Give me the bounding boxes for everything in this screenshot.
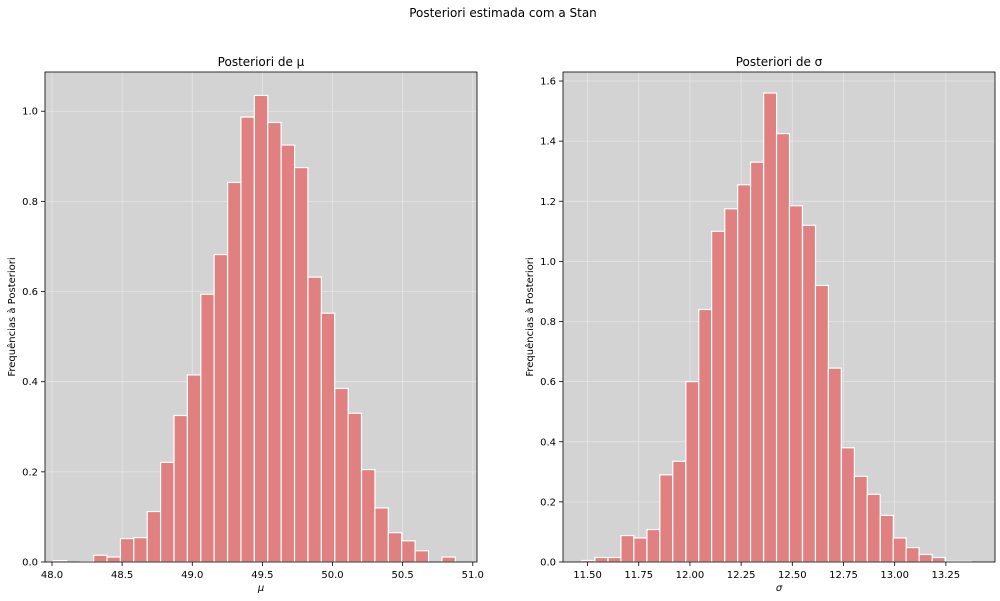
bar-mu-6 bbox=[133, 537, 148, 563]
bar-sigma-10 bbox=[711, 230, 726, 563]
ytick-label-sigma-4: 0.8 bbox=[540, 317, 556, 328]
bar-mu-11 bbox=[200, 293, 215, 563]
bar-sigma-26 bbox=[918, 553, 933, 563]
panel-title-sigma: Posteriori de σ bbox=[736, 55, 823, 69]
panel-title-mu: Posteriori de μ bbox=[218, 55, 305, 69]
bar-mu-12 bbox=[213, 253, 229, 563]
panel-mu: 48.0 48.5 49.0 49.5 50.0 50.5 51.0 0.0 0.2 0.4 0.6… bbox=[6, 55, 484, 594]
ytick-label-sigma-3: 0.6 bbox=[540, 377, 556, 388]
bar-mu-7 bbox=[146, 510, 162, 563]
axes-mu: 48.0 48.5 49.0 49.5 50.0 50.5 51.0 0.0 0.2 0.4 0.6… bbox=[22, 71, 484, 581]
bar-mu-25 bbox=[387, 532, 403, 563]
ytick-label-sigma-5: 1.0 bbox=[540, 257, 556, 268]
xlabel-mu: μ bbox=[257, 583, 264, 594]
bar-sigma-23 bbox=[879, 514, 894, 563]
bar-sigma-18 bbox=[814, 284, 830, 563]
bar-sigma-5 bbox=[646, 528, 661, 563]
bar-mu-3 bbox=[93, 554, 108, 563]
xtick-label-sigma-3: 12.25 bbox=[727, 570, 756, 581]
bar-mu-14 bbox=[240, 116, 255, 563]
xtick-label-mu-5: 50.5 bbox=[392, 570, 414, 581]
bar-mu-5 bbox=[119, 537, 135, 563]
panel-sigma: 11.50 11.75 12.00 12.25 12.50 12.75 13.00 13.25… bbox=[524, 55, 996, 594]
bar-mu-19 bbox=[307, 276, 322, 563]
bar-mu-9 bbox=[173, 414, 189, 563]
ytick-label-mu-3: 0.6 bbox=[22, 287, 38, 298]
ytick-label-sigma-6: 1.2 bbox=[540, 197, 556, 208]
bar-sigma-24 bbox=[892, 537, 907, 563]
bar-mu-24 bbox=[374, 507, 389, 563]
bars-mu bbox=[52, 94, 456, 563]
xtick-label-mu-0: 48.0 bbox=[41, 570, 63, 581]
xtick-label-mu-1: 48.5 bbox=[111, 570, 133, 581]
figure-suptitle: Posteriori estimada com a Stan bbox=[409, 6, 597, 20]
bar-sigma-13 bbox=[749, 161, 765, 563]
bar-mu-18 bbox=[293, 166, 309, 563]
bar-sigma-12 bbox=[737, 184, 752, 563]
bar-sigma-20 bbox=[840, 447, 856, 563]
bar-mu-22 bbox=[347, 412, 363, 563]
bar-sigma-7 bbox=[672, 460, 687, 563]
bar-mu-20 bbox=[320, 312, 336, 563]
xtick-label-sigma-5: 12.75 bbox=[829, 570, 858, 581]
bar-sigma-3 bbox=[620, 534, 635, 563]
bar-sigma-2 bbox=[607, 556, 622, 563]
bar-sigma-19 bbox=[827, 367, 842, 563]
ytick-label-sigma-0: 0.0 bbox=[540, 558, 556, 569]
bar-mu-10 bbox=[186, 374, 202, 563]
xtick-label-sigma-6: 13.00 bbox=[880, 570, 909, 581]
bar-sigma-16 bbox=[788, 205, 804, 563]
ylabel-sigma: Frequências à Posteriori bbox=[524, 257, 536, 376]
bar-mu-4 bbox=[106, 556, 121, 563]
bar-mu-13 bbox=[227, 181, 242, 563]
bar-mu-29 bbox=[441, 556, 456, 563]
ylabel-mu: Frequências à Posteriori bbox=[6, 257, 18, 376]
bar-sigma-9 bbox=[698, 308, 713, 563]
bar-sigma-1 bbox=[594, 556, 609, 563]
xtick-label-mu-6: 51.0 bbox=[462, 570, 484, 581]
xtick-label-mu-3: 49.5 bbox=[251, 570, 273, 581]
axes-sigma: 11.50 11.75 12.00 12.25 12.50 12.75 13.00 13.25… bbox=[540, 71, 996, 581]
bar-mu-16 bbox=[267, 121, 282, 563]
ytick-label-sigma-1: 0.2 bbox=[540, 497, 556, 508]
ytick-label-mu-1: 0.2 bbox=[22, 467, 38, 478]
bar-mu-15 bbox=[253, 94, 269, 563]
bar-mu-8 bbox=[159, 461, 175, 563]
bar-mu-21 bbox=[334, 387, 349, 563]
ytick-label-sigma-2: 0.4 bbox=[540, 437, 556, 448]
xtick-label-sigma-1: 11.75 bbox=[624, 570, 653, 581]
xtick-label-mu-2: 49.0 bbox=[181, 570, 203, 581]
bar-sigma-11 bbox=[724, 208, 739, 563]
bar-sigma-6 bbox=[659, 474, 674, 563]
axes-frame-sigma bbox=[562, 71, 996, 563]
bar-sigma-4 bbox=[633, 537, 648, 563]
axes-frame-mu bbox=[44, 71, 478, 563]
ytick-label-sigma-8: 1.6 bbox=[540, 77, 556, 88]
bar-sigma-27 bbox=[931, 556, 946, 563]
xtick-label-sigma-2: 12.00 bbox=[676, 570, 705, 581]
ytick-label-mu-5: 1.0 bbox=[22, 107, 38, 118]
bar-mu-17 bbox=[280, 144, 296, 563]
ytick-label-mu-2: 0.4 bbox=[22, 377, 38, 388]
bar-mu-27 bbox=[414, 550, 430, 563]
xtick-label-sigma-7: 13.25 bbox=[932, 570, 961, 581]
bar-mu-26 bbox=[401, 540, 416, 563]
bar-sigma-8 bbox=[685, 381, 700, 563]
bar-sigma-21 bbox=[853, 475, 868, 563]
bar-sigma-17 bbox=[801, 224, 817, 563]
ytick-label-mu-0: 0.0 bbox=[22, 558, 38, 569]
xtick-label-sigma-4: 12.50 bbox=[778, 570, 807, 581]
bar-sigma-14 bbox=[763, 92, 778, 563]
bar-mu-23 bbox=[360, 468, 376, 563]
ytick-label-sigma-7: 1.4 bbox=[540, 137, 556, 148]
xlabel-sigma: σ bbox=[776, 583, 783, 594]
bar-sigma-15 bbox=[775, 133, 791, 563]
xtick-label-sigma-0: 11.50 bbox=[573, 570, 602, 581]
xtick-label-mu-4: 50.0 bbox=[321, 570, 343, 581]
bar-sigma-22 bbox=[866, 493, 881, 563]
ytick-label-mu-4: 0.8 bbox=[22, 197, 38, 208]
bar-sigma-25 bbox=[905, 546, 920, 563]
